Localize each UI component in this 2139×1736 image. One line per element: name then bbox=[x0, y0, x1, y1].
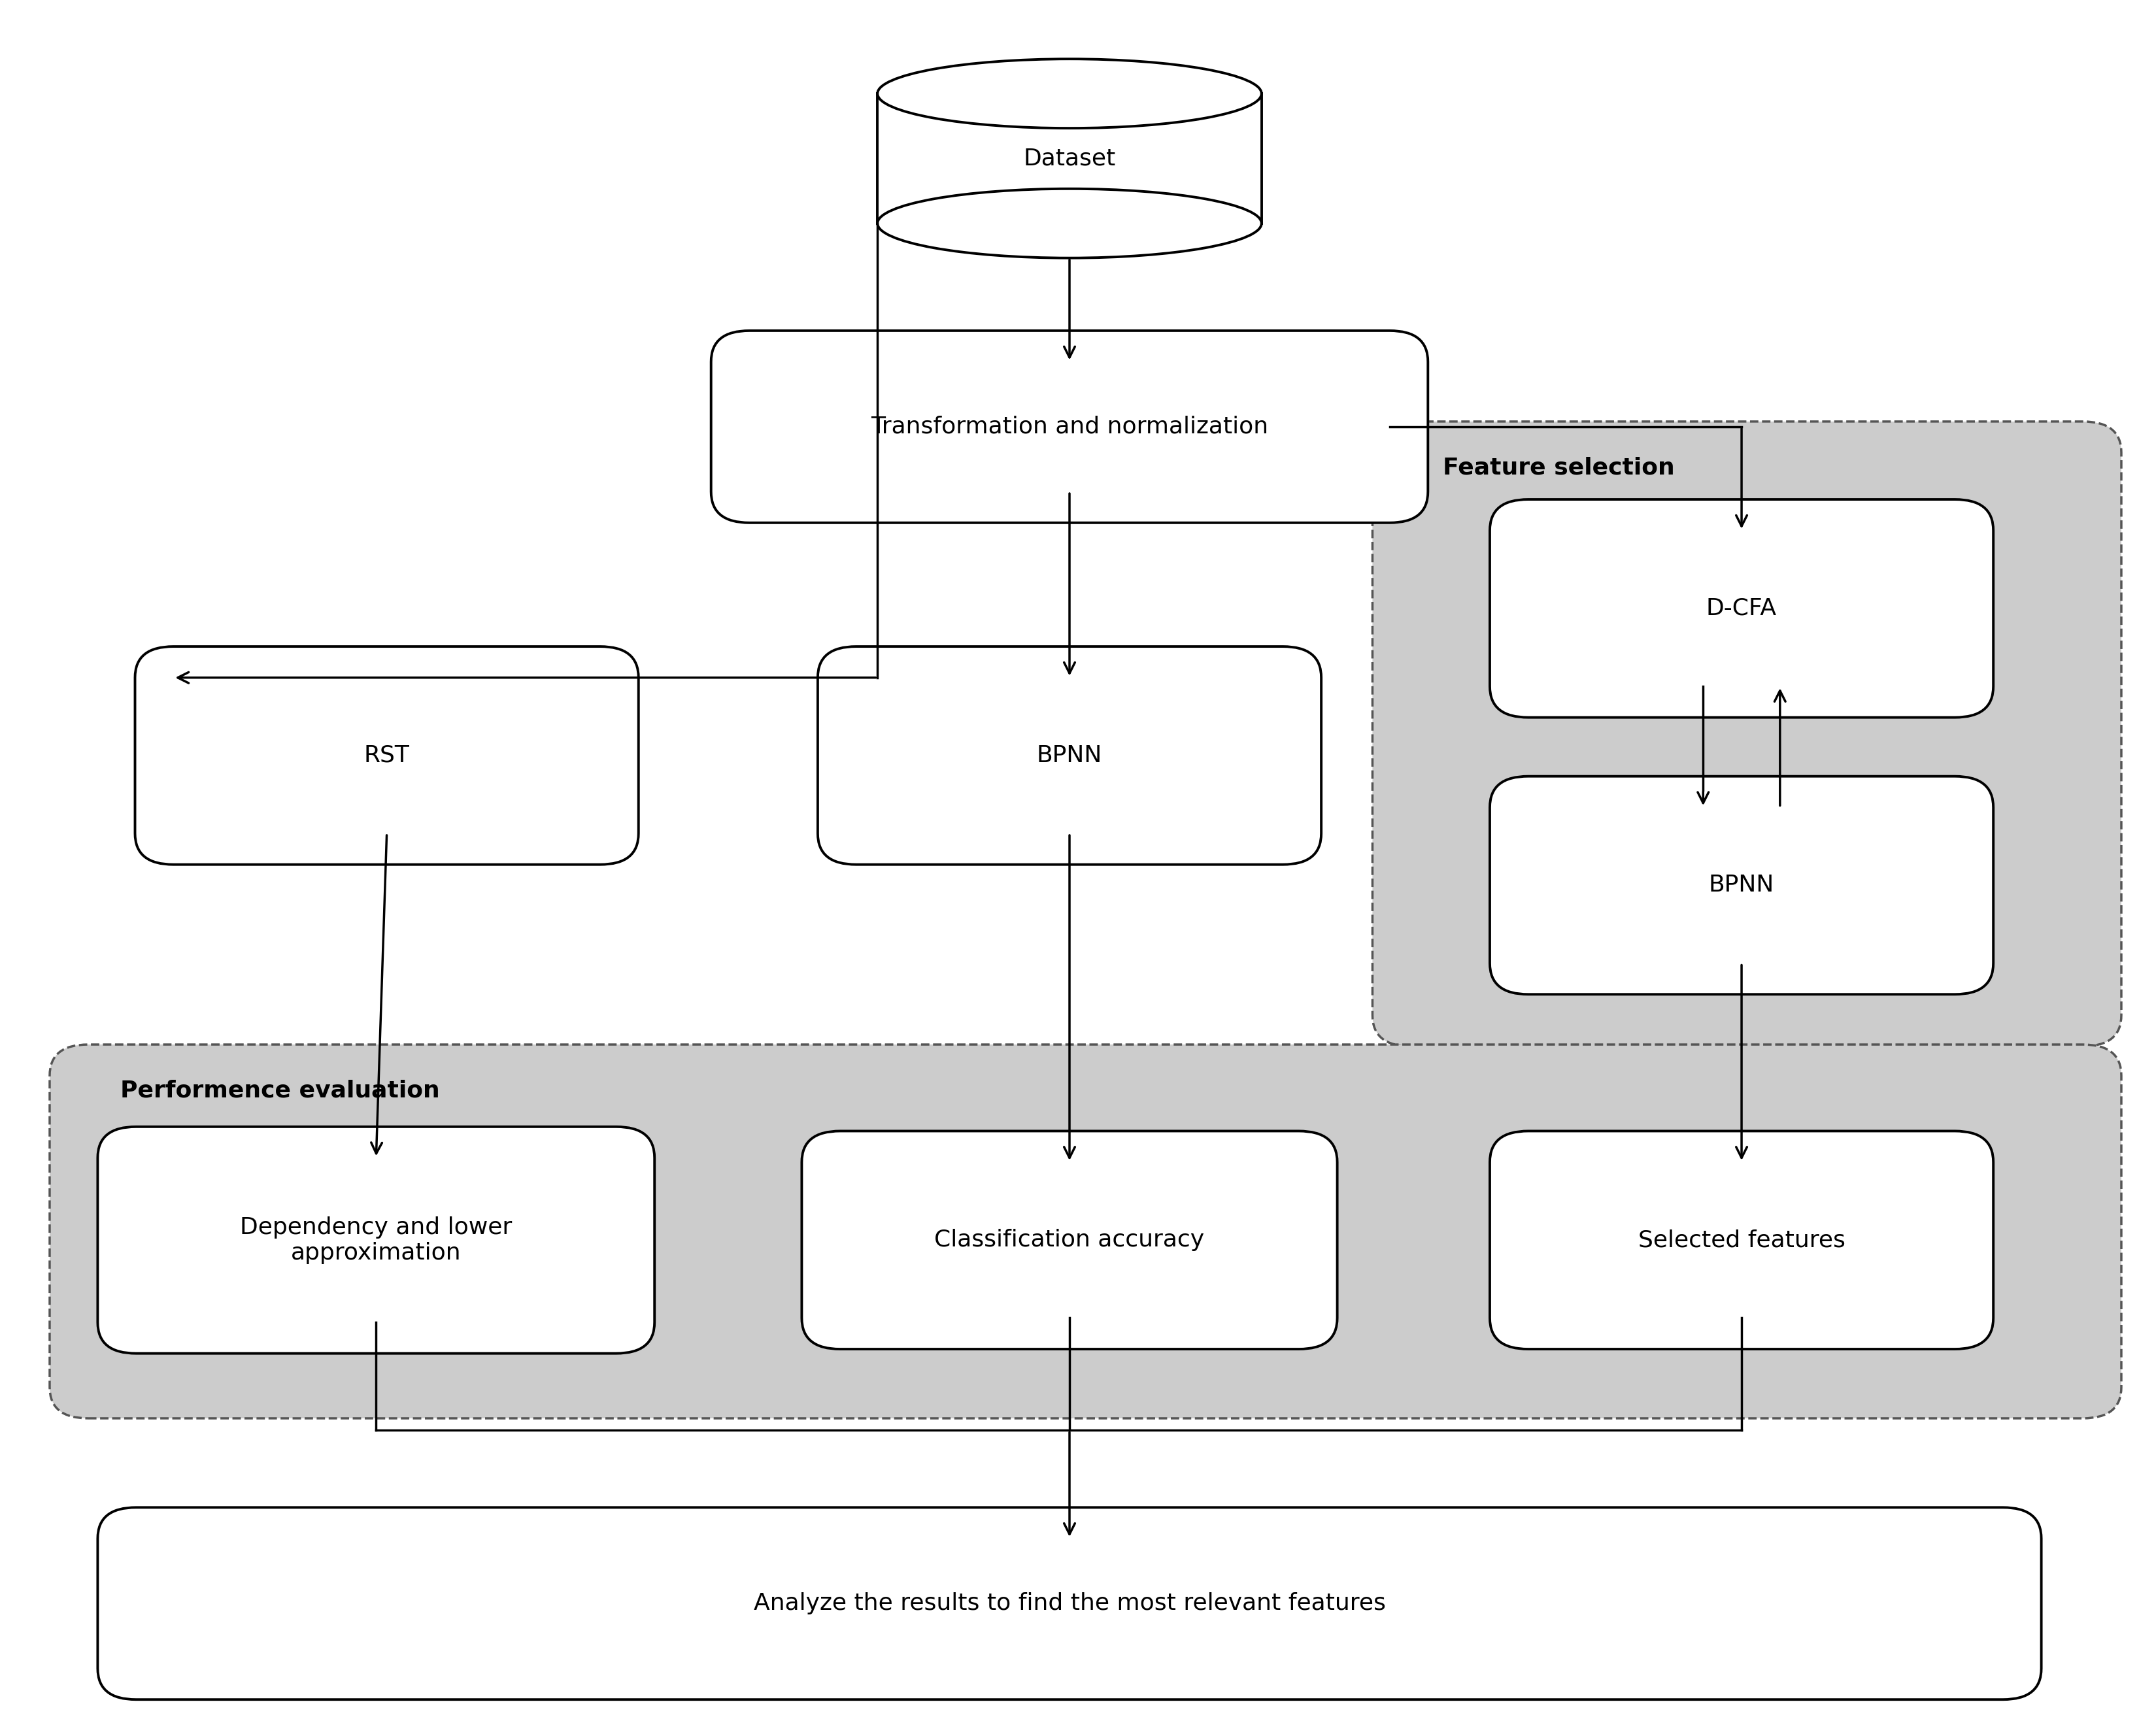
Text: Selected features: Selected features bbox=[1638, 1229, 1846, 1252]
Text: Performence evaluation: Performence evaluation bbox=[120, 1080, 441, 1102]
Text: BPNN: BPNN bbox=[1037, 745, 1102, 767]
Text: BPNN: BPNN bbox=[1709, 875, 1775, 896]
Text: Analyze the results to find the most relevant features: Analyze the results to find the most rel… bbox=[753, 1592, 1386, 1614]
Text: Classification accuracy: Classification accuracy bbox=[935, 1229, 1204, 1252]
FancyBboxPatch shape bbox=[802, 1132, 1337, 1349]
Bar bbox=[877, 94, 1262, 224]
FancyBboxPatch shape bbox=[49, 1045, 2122, 1418]
Ellipse shape bbox=[877, 59, 1262, 128]
FancyBboxPatch shape bbox=[1489, 1132, 1994, 1349]
Text: D-CFA: D-CFA bbox=[1707, 597, 1778, 620]
FancyBboxPatch shape bbox=[98, 1127, 655, 1354]
FancyBboxPatch shape bbox=[135, 646, 640, 865]
FancyBboxPatch shape bbox=[1489, 776, 1994, 995]
Text: Feature selection: Feature selection bbox=[1444, 457, 1675, 479]
Ellipse shape bbox=[877, 189, 1262, 259]
FancyBboxPatch shape bbox=[1373, 422, 2122, 1047]
Text: Dependency and lower
approximation: Dependency and lower approximation bbox=[240, 1217, 511, 1264]
Text: Dataset: Dataset bbox=[1022, 148, 1117, 170]
FancyBboxPatch shape bbox=[817, 646, 1322, 865]
FancyBboxPatch shape bbox=[98, 1507, 2041, 1700]
FancyBboxPatch shape bbox=[710, 330, 1429, 523]
Text: RST: RST bbox=[364, 745, 409, 767]
Text: Transformation and normalization: Transformation and normalization bbox=[871, 415, 1268, 437]
FancyBboxPatch shape bbox=[1489, 500, 1994, 717]
